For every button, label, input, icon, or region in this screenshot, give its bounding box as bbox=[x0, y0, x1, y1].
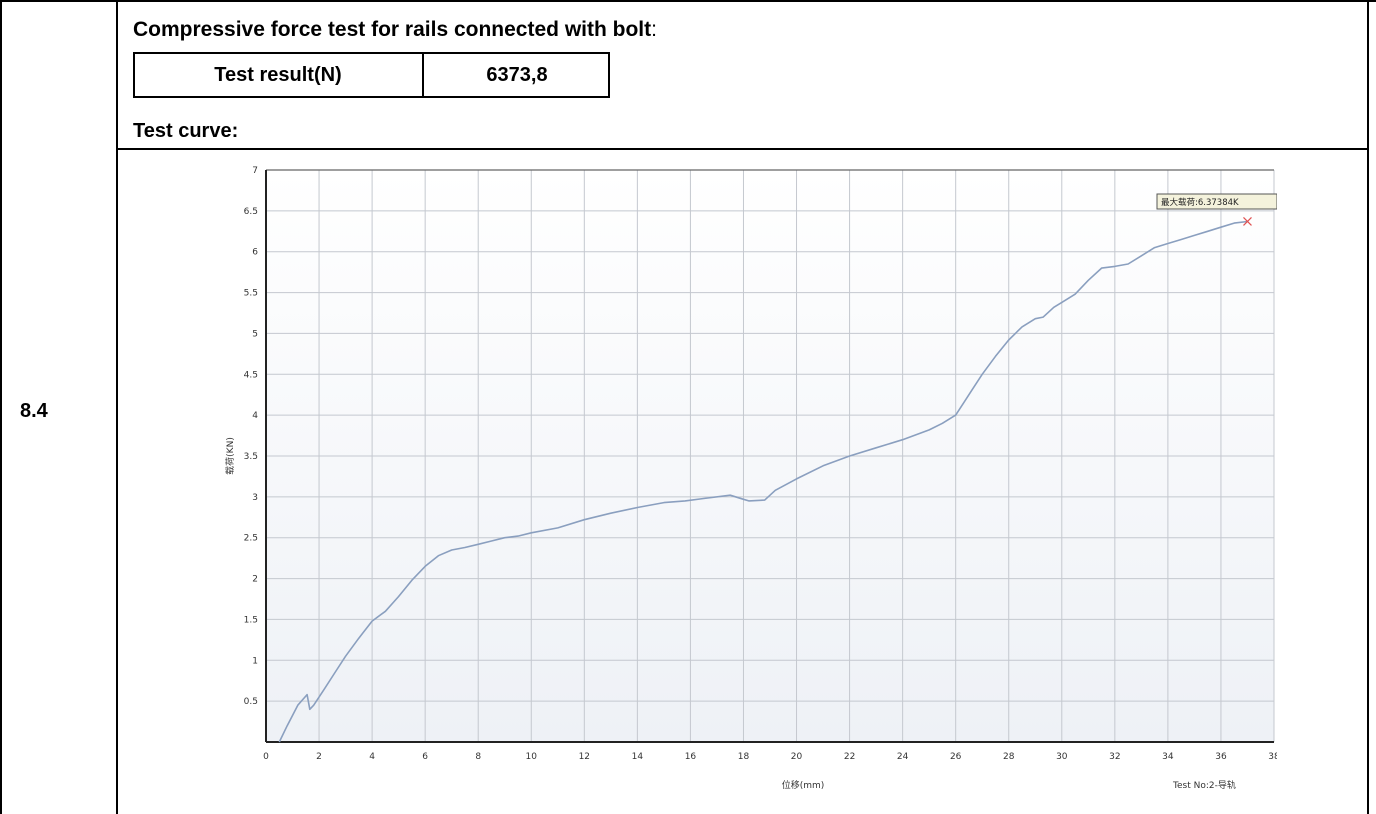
section-number: 8.4 bbox=[20, 400, 48, 422]
x-tick-label: 36 bbox=[1215, 752, 1227, 762]
y-tick-label: 3 bbox=[252, 493, 258, 503]
table-border-left bbox=[0, 0, 2, 814]
x-tick-label: 24 bbox=[897, 752, 909, 762]
x-tick-label: 32 bbox=[1109, 752, 1120, 762]
test-heading-text: Compressive force test for rails connect… bbox=[133, 18, 652, 41]
x-tick-label: 22 bbox=[844, 752, 855, 762]
y-tick-label: 7 bbox=[252, 166, 258, 176]
table-border-top bbox=[0, 0, 1376, 2]
y-tick-label: 3.5 bbox=[244, 452, 258, 462]
x-tick-label: 6 bbox=[422, 752, 428, 762]
curve-label: Test curve: bbox=[133, 120, 239, 142]
chart-footer: Test No:2-导轨 bbox=[1172, 779, 1236, 791]
x-axis-label: 位移(mm) bbox=[782, 779, 825, 791]
x-tick-label: 26 bbox=[950, 752, 962, 762]
y-tick-label: 5 bbox=[252, 329, 258, 339]
x-tick-label: 2 bbox=[316, 752, 322, 762]
x-tick-label: 30 bbox=[1056, 752, 1068, 762]
y-tick-label: 2.5 bbox=[244, 534, 258, 544]
row-divider bbox=[117, 148, 1369, 150]
test-heading-colon: : bbox=[651, 18, 657, 41]
y-tick-label: 4 bbox=[252, 411, 258, 421]
max-load-label: 最大载荷:6.37384K bbox=[1156, 193, 1277, 210]
section-column-divider bbox=[116, 0, 118, 814]
test-curve-chart: 0 2 4 6 8 10 12 14 16 18 20 22 24 26 28 30 32 34 36 380.511… bbox=[224, 166, 1277, 791]
section-number-cell: 8.4 bbox=[0, 0, 117, 814]
y-tick-label: 2 bbox=[252, 575, 258, 585]
y-tick-label: 4.5 bbox=[244, 370, 258, 380]
x-tick-label: 0 bbox=[263, 752, 269, 762]
x-tick-label: 8 bbox=[475, 752, 481, 762]
y-tick-label: 5.5 bbox=[244, 289, 258, 299]
test-heading: Compressive force test for rails connect… bbox=[133, 18, 657, 42]
result-label: Test result(N) bbox=[214, 63, 342, 86]
y-tick-label: 6.5 bbox=[244, 207, 258, 217]
x-tick-label: 4 bbox=[369, 752, 375, 762]
table-border-right bbox=[1367, 0, 1369, 814]
y-tick-label: 1 bbox=[252, 656, 258, 666]
max-point-marker bbox=[1243, 217, 1252, 226]
y-tick-label: 1.5 bbox=[244, 615, 258, 625]
y-axis-label: 载荷(KN) bbox=[224, 437, 236, 475]
data-series-line bbox=[278, 220, 1248, 743]
max-load-text: 最大载荷:6.37384K bbox=[1161, 197, 1239, 208]
result-value: 6373,8 bbox=[486, 63, 548, 86]
x-tick-label: 28 bbox=[1003, 752, 1015, 762]
x-tick-label: 34 bbox=[1162, 752, 1174, 762]
x-tick-label: 18 bbox=[738, 752, 750, 762]
y-tick-label: 6 bbox=[252, 248, 258, 258]
x-tick-label: 20 bbox=[791, 752, 803, 762]
x-tick-label: 16 bbox=[685, 752, 697, 762]
y-tick-label: 0.5 bbox=[244, 697, 258, 707]
x-tick-label: 10 bbox=[526, 752, 538, 762]
x-tick-label: 12 bbox=[579, 752, 590, 762]
x-tick-label: 14 bbox=[632, 752, 644, 762]
x-tick-label: 38 bbox=[1268, 752, 1277, 762]
result-table: Test result(N) 6373,8 bbox=[133, 52, 610, 98]
